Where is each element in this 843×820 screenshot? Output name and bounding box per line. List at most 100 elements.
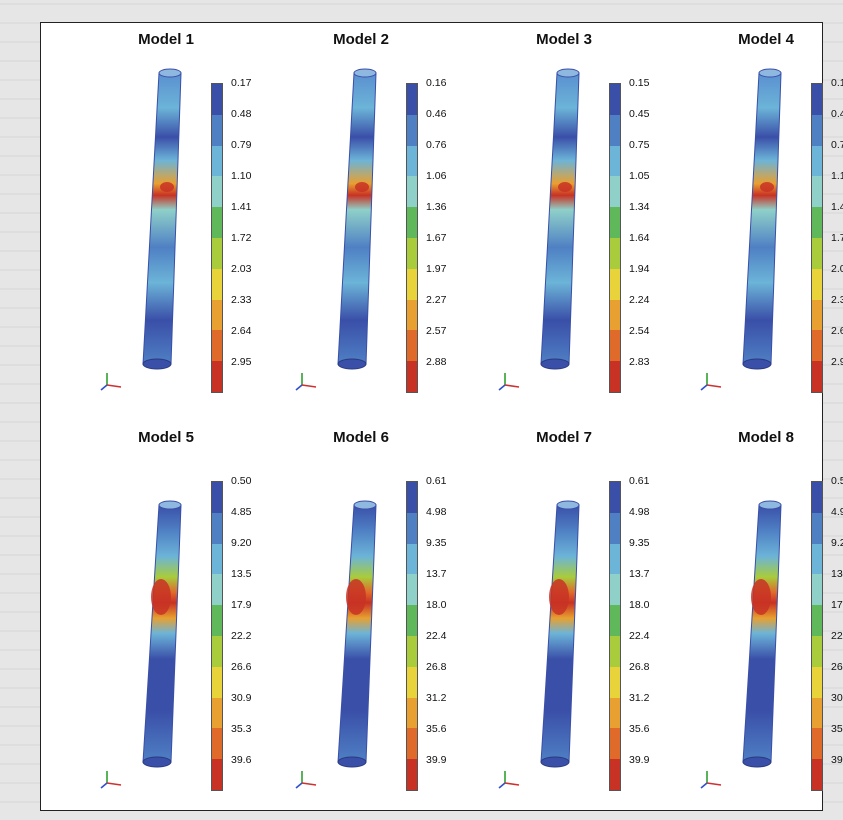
legend-label: 2.95 bbox=[231, 356, 252, 368]
model-cell-5: Model 5 0.50 4.85 9.20 13.5 17.9 22.2 26.6 30.9… bbox=[81, 421, 277, 815]
legend-label: 30.9 bbox=[231, 692, 252, 704]
legend-label: 35.6 bbox=[426, 723, 447, 735]
model-cell-7: Model 7 0.61 4.98 9.35 13.7 18.0 22.4 26.8 31.2… bbox=[479, 421, 675, 815]
legend-segment bbox=[610, 114, 620, 146]
legend-label: 9.35 bbox=[426, 537, 447, 549]
legend-segment bbox=[812, 759, 822, 790]
legend-color-bar bbox=[211, 481, 223, 791]
stress-model-image bbox=[742, 68, 782, 370]
legend-label: 2.33 bbox=[831, 294, 843, 306]
legend-segment bbox=[812, 482, 822, 513]
legend-label: 18.0 bbox=[629, 599, 650, 611]
legend-label: 2.88 bbox=[426, 356, 447, 368]
stress-model-image bbox=[540, 500, 580, 768]
legend-segment bbox=[407, 482, 417, 513]
legend-segment bbox=[212, 84, 222, 115]
legend-label: 1.64 bbox=[629, 232, 650, 244]
legend-segment bbox=[407, 728, 417, 760]
color-legend: 0.50 4.85 9.20 13.5 17.9 22.2 26.6 30.9 35.3 39.6 bbox=[211, 475, 271, 801]
legend-label: 2.33 bbox=[231, 294, 252, 306]
legend-segment bbox=[610, 361, 620, 392]
legend-label: 9.22 bbox=[831, 537, 843, 549]
stress-model-image bbox=[142, 68, 182, 370]
coordinate-axes-icon bbox=[100, 373, 122, 391]
legend-segment bbox=[812, 635, 822, 667]
model-cell-1: Model 1 0.17 0.48 0.79 1.10 1.41 1.72 2.03 2.33… bbox=[81, 23, 277, 417]
legend-label: 17.9 bbox=[831, 599, 843, 611]
legend-segment bbox=[212, 605, 222, 636]
legend-color-bar bbox=[609, 83, 621, 393]
legend-label: 0.61 bbox=[426, 475, 447, 487]
model-cell-8: Model 8 0.57 4.90 9.22 13.5 17.9 22.2 26.5 30.8… bbox=[681, 421, 843, 815]
legend-label: 26.6 bbox=[231, 661, 252, 673]
legend-segment bbox=[212, 114, 222, 146]
legend-segment bbox=[212, 512, 222, 544]
legend-segment bbox=[212, 145, 222, 177]
legend-label: 39.5 bbox=[831, 754, 843, 766]
legend-color-bar bbox=[811, 481, 823, 791]
legend-segment bbox=[812, 176, 822, 208]
legend-label: 17.9 bbox=[231, 599, 252, 611]
color-legend: 0.16 0.46 0.76 1.06 1.36 1.67 1.97 2.27 2.57 2.88 bbox=[406, 77, 466, 403]
legend-label: 2.03 bbox=[831, 263, 843, 275]
legend-segment bbox=[610, 299, 620, 331]
legend-segment bbox=[610, 512, 620, 544]
model-title: Model 8 bbox=[738, 429, 794, 446]
legend-segment bbox=[610, 574, 620, 606]
legend-label: 1.67 bbox=[426, 232, 447, 244]
legend-segment bbox=[610, 543, 620, 575]
legend-segment bbox=[212, 543, 222, 575]
legend-label: 22.4 bbox=[426, 630, 447, 642]
legend-segment bbox=[407, 361, 417, 392]
legend-label: 22.2 bbox=[231, 630, 252, 642]
legend-segment bbox=[812, 605, 822, 636]
legend-label: 2.24 bbox=[629, 294, 650, 306]
legend-label: 22.4 bbox=[629, 630, 650, 642]
legend-segment bbox=[610, 697, 620, 729]
color-legend: 0.17 0.48 0.79 1.10 1.41 1.72 2.03 2.33 2.64 2.95 bbox=[211, 77, 271, 403]
legend-label: 26.8 bbox=[426, 661, 447, 673]
legend-segment bbox=[212, 207, 222, 238]
legend-segment bbox=[212, 666, 222, 698]
legend-segment bbox=[407, 605, 417, 636]
model-cell-4: Model 4 0.17 0.48 0.79 1.10 1.41 1.72 2.03 2.33… bbox=[681, 23, 843, 417]
legend-segment bbox=[212, 635, 222, 667]
legend-segment bbox=[212, 361, 222, 392]
legend-label: 4.90 bbox=[831, 506, 843, 518]
model-title: Model 1 bbox=[138, 31, 194, 48]
legend-segment bbox=[812, 697, 822, 729]
legend-segment bbox=[812, 512, 822, 544]
legend-label: 2.27 bbox=[426, 294, 447, 306]
legend-label: 1.10 bbox=[831, 170, 843, 182]
coordinate-axes-icon bbox=[100, 771, 122, 789]
legend-label: 13.5 bbox=[231, 568, 252, 580]
legend-label: 4.98 bbox=[426, 506, 447, 518]
legend-segment bbox=[212, 237, 222, 269]
legend-segment bbox=[812, 145, 822, 177]
legend-label: 18.0 bbox=[426, 599, 447, 611]
model-cell-3: Model 3 0.15 0.45 0.75 1.05 1.34 1.64 1.94 2.24… bbox=[479, 23, 675, 417]
legend-label: 0.17 bbox=[831, 77, 843, 89]
legend-segment bbox=[212, 728, 222, 760]
legend-segment bbox=[610, 84, 620, 115]
legend-label: 9.20 bbox=[231, 537, 252, 549]
legend-segment bbox=[212, 574, 222, 606]
color-legend: 0.15 0.45 0.75 1.05 1.34 1.64 1.94 2.24 2.54 2.83 bbox=[609, 77, 669, 403]
stress-model-image bbox=[142, 500, 182, 768]
legend-segment bbox=[610, 237, 620, 269]
legend-segment bbox=[812, 84, 822, 115]
legend-segment bbox=[812, 237, 822, 269]
legend-label: 4.98 bbox=[629, 506, 650, 518]
legend-label: 2.57 bbox=[426, 325, 447, 337]
legend-segment bbox=[212, 299, 222, 331]
coordinate-axes-icon bbox=[498, 771, 520, 789]
legend-segment bbox=[407, 574, 417, 606]
legend-segment bbox=[407, 114, 417, 146]
model-title: Model 5 bbox=[138, 429, 194, 446]
legend-color-bar bbox=[811, 83, 823, 393]
stress-model-image bbox=[742, 500, 782, 768]
legend-segment bbox=[812, 268, 822, 300]
legend-color-bar bbox=[609, 481, 621, 791]
model-title: Model 3 bbox=[536, 31, 592, 48]
legend-label: 1.72 bbox=[231, 232, 252, 244]
